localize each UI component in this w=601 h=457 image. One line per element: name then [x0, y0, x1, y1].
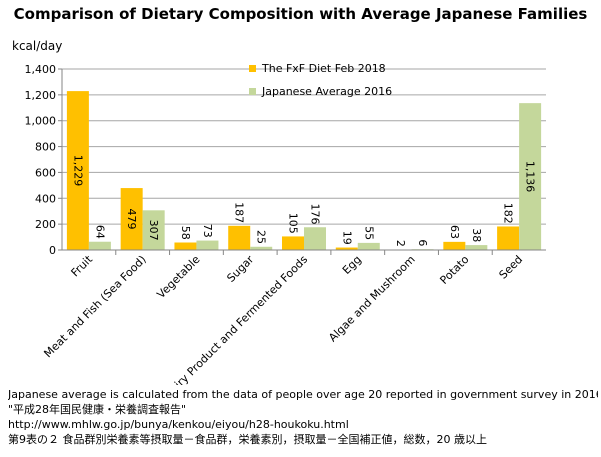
data-label: 176: [309, 204, 322, 225]
data-label: 105: [287, 213, 300, 234]
bar: [142, 210, 165, 250]
footnote-line: Japanese average is calculated from the …: [8, 388, 598, 401]
data-label: 479: [125, 209, 138, 230]
legend-label: The FxF Diet Feb 2018: [261, 62, 386, 75]
legend: The FxF Diet Feb 2018 Japanese Average 20…: [249, 62, 392, 98]
data-label: 73: [201, 224, 214, 238]
bar: [228, 225, 251, 250]
footnotes: Japanese average is calculated from the …: [8, 387, 598, 447]
y-axis-label: kcal/day: [12, 39, 62, 53]
bars: [66, 91, 542, 251]
y-tick-label: 0: [49, 244, 56, 257]
bar: [519, 103, 542, 250]
data-labels: 1,229 64 479 307 58 73 187 25 105 176 19 55 2 6 63 38 18…: [71, 155, 536, 247]
y-tick-label: 1,400: [25, 63, 57, 76]
x-tick-label: Sugar: [224, 253, 256, 285]
bar: [196, 240, 219, 250]
footnote-line: http://www.mhlw.go.jp/bunya/kenkou/eiyou…: [8, 418, 349, 431]
bar: [120, 188, 143, 250]
data-label: 307: [147, 220, 160, 241]
data-label: 2: [394, 240, 407, 247]
bar: [443, 241, 466, 250]
bar: [282, 236, 304, 250]
bar: [174, 242, 197, 250]
legend-swatch: [249, 65, 256, 72]
legend-swatch: [249, 88, 256, 95]
gridlines: [62, 68, 546, 225]
legend-label: Japanese Average 2016: [261, 85, 392, 98]
y-tick-label: 800: [35, 141, 56, 154]
data-label: 64: [93, 225, 106, 239]
bar-chart: kcal/day 0 200 400 600 800 1,000 1,200 1,400 1,…: [12, 39, 546, 385]
x-tick-label: Seed: [497, 253, 526, 282]
y-axis-ticks: 0 200 400 600 800 1,000 1,200 1,400: [25, 63, 57, 257]
bar: [357, 242, 380, 250]
y-tick-label: 1,200: [25, 89, 57, 102]
chart-title: Comparison of Dietary Composition with A…: [13, 5, 588, 23]
data-label: 58: [179, 226, 192, 240]
x-tick-label: Vegetable: [154, 253, 202, 301]
bar: [250, 246, 273, 250]
bar: [304, 227, 326, 250]
data-label: 1,229: [71, 155, 84, 187]
y-tick-label: 1,000: [25, 115, 57, 128]
data-label: 1,136: [524, 161, 537, 193]
data-label: 187: [233, 202, 246, 223]
x-tick-label: Egg: [340, 253, 364, 277]
bar: [88, 241, 111, 250]
data-label: 19: [340, 231, 353, 245]
x-tick-label: Potato: [437, 253, 471, 287]
bar: [66, 91, 89, 251]
data-label: 25: [255, 230, 268, 244]
bar: [465, 245, 488, 250]
axes: [58, 68, 546, 255]
footnote-line: 第9表の２ 食品群別栄養素等摂取量－食品群，栄養素別，摂取量－全国補正値，総数，…: [8, 433, 487, 446]
bar: [335, 247, 358, 250]
y-tick-label: 200: [35, 218, 56, 231]
x-tick-label: Meat and Fish (Sea Food): [41, 253, 148, 360]
data-label: 63: [448, 225, 461, 239]
bar: [497, 226, 520, 250]
data-label: 55: [362, 226, 375, 240]
data-label: 6: [416, 239, 429, 246]
data-label: 182: [502, 203, 515, 224]
y-tick-label: 400: [35, 192, 56, 205]
y-tick-label: 600: [35, 166, 56, 179]
x-tick-label: Fruit: [69, 252, 96, 279]
footnote-line: "平成28年国民健康・栄養調査報告": [8, 403, 187, 416]
data-label: 38: [470, 228, 483, 242]
